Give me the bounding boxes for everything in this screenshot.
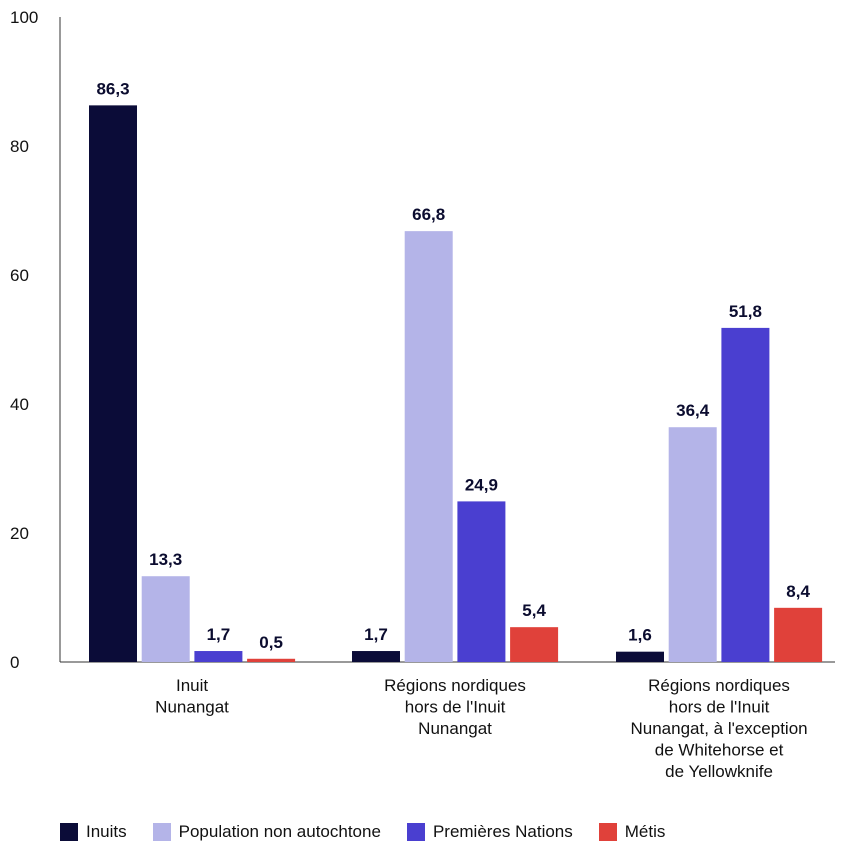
category-label-line: Régions nordiques [648, 676, 790, 695]
category-label: Inuit Nunangat [155, 676, 229, 717]
bar [247, 658, 296, 662]
bar [721, 327, 770, 662]
data-label: 36,4 [676, 401, 710, 420]
legend-item: Premières Nations [406, 822, 573, 842]
data-label: 86,3 [96, 79, 129, 98]
legend: Inuits Population non autochtone Premières… [60, 822, 691, 842]
bar [616, 651, 664, 662]
y-tick-label: 100 [10, 8, 38, 27]
bar [194, 651, 243, 662]
bar [510, 627, 559, 662]
bar [89, 105, 137, 663]
data-label: 5,4 [522, 601, 546, 620]
category-label-line: Nunangat [418, 719, 492, 738]
y-tick-label: 40 [10, 395, 29, 414]
legend-swatch [598, 823, 617, 841]
category-label: Régions nordiques hors de l'Inuit Nunangat… [630, 676, 807, 781]
bar [457, 501, 506, 662]
legend-label: Métis [624, 822, 666, 841]
category-label-line: Régions nordiques [384, 676, 526, 695]
data-label: 1,7 [207, 625, 231, 644]
legend-swatch [406, 823, 425, 841]
y-tick-label: 80 [10, 137, 29, 156]
category-label-line: de Yellowknife [665, 762, 773, 781]
legend-label: Inuits [86, 822, 127, 841]
legend-item: Population non autochtone [152, 822, 381, 842]
bar [141, 576, 190, 662]
legend-label: Premières Nations [432, 822, 573, 841]
bar [404, 231, 453, 662]
category-label: Régions nordiques hors de l'Inuit Nunangat [384, 676, 526, 738]
y-tick-label: 0 [10, 653, 19, 672]
data-label: 1,7 [364, 625, 388, 644]
data-label: 24,9 [465, 475, 498, 494]
category-label-line: de Whitehorse et [655, 741, 784, 760]
data-label: 66,8 [412, 205, 445, 224]
bar [352, 651, 400, 662]
y-tick-label: 60 [10, 266, 29, 285]
bar [668, 427, 717, 662]
legend-swatch [152, 823, 171, 841]
data-label: 0,5 [259, 633, 283, 652]
category-label-line: Inuit [176, 676, 208, 695]
y-tick-label: 20 [10, 524, 29, 543]
data-label: 51,8 [729, 302, 762, 321]
category-label-line: hors de l'Inuit [405, 698, 506, 717]
category-label-line: Nunangat, à l'exception [630, 719, 807, 738]
legend-item: Inuits [60, 822, 127, 842]
bar [774, 607, 823, 662]
data-label: 1,6 [628, 626, 652, 645]
category-label-line: Nunangat [155, 698, 229, 717]
data-label: 13,3 [149, 550, 182, 569]
legend-label: Population non autochtone [178, 822, 381, 841]
data-label: 8,4 [786, 582, 810, 601]
legend-swatch [60, 823, 78, 841]
legend-item: Métis [598, 822, 666, 842]
category-label-line: hors de l'Inuit [669, 698, 770, 717]
